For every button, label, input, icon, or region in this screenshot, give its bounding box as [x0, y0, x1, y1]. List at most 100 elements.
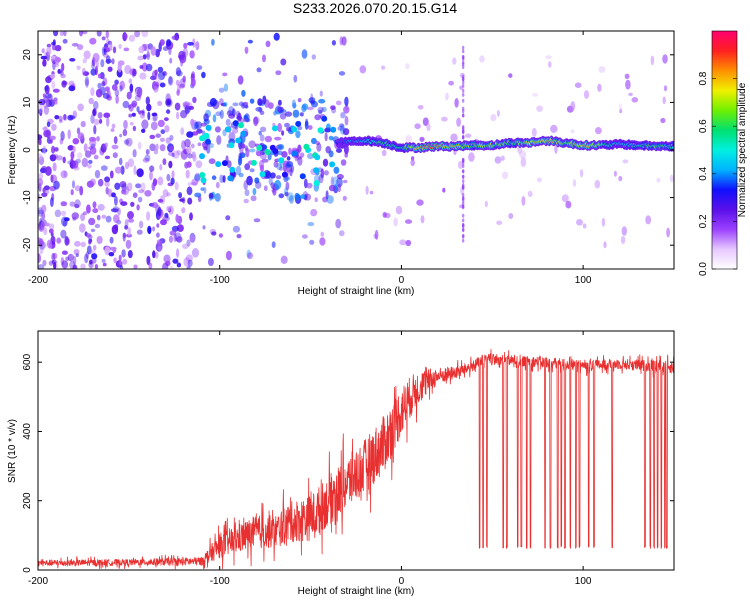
spectrogram-noise-blob	[519, 150, 527, 159]
spectrogram-noise-blob	[236, 234, 242, 239]
spectrogram-noise-blob	[186, 131, 194, 138]
spectrogram-noise-blob	[106, 116, 110, 127]
spectrogram-noise-blob	[43, 242, 47, 248]
spectrogram-noise-blob	[128, 218, 134, 223]
spectrogram-noise-blob	[50, 197, 54, 208]
spectrogram-noise-blob	[154, 69, 158, 76]
spectrogram-noise-blob	[102, 92, 110, 99]
spectrogram-noise-blob	[77, 103, 84, 112]
colorbar-tick-label: 0.2	[698, 214, 709, 228]
spectrogram-noise-blob	[141, 119, 149, 130]
spectrogram-noise-blob	[343, 105, 350, 114]
spectrogram-noise-blob	[111, 58, 115, 65]
spectrogram-noise-blob	[187, 259, 193, 267]
colorbar-ticks: 0.0 0.2 0.4 0.6 0.8	[698, 71, 737, 276]
spectrogram-noise-blob	[171, 153, 175, 158]
spectrogram-streak	[462, 179, 465, 184]
spectrogram-noise-blob	[225, 250, 232, 261]
spectrogram-streak	[462, 45, 465, 50]
spectrogram-noise-blob	[72, 145, 76, 153]
spectrogram-noise-blob	[274, 136, 282, 141]
spectrogram-noise-blob	[110, 208, 119, 213]
spectrogram-noise-blob	[494, 156, 502, 164]
spectrogram-noise-blob	[52, 162, 57, 172]
spectrogram-noise-blob	[335, 100, 342, 106]
spectrogram-noise-blob	[53, 31, 59, 37]
spectrogram-noise-blob	[628, 92, 633, 97]
spectrogram-noise-blob	[38, 264, 45, 269]
spectrogram-noise-blob	[94, 169, 101, 179]
spectrogram-noise-blob	[38, 172, 43, 181]
spectrogram-noise-blob	[239, 152, 246, 159]
spectrogram-noise-blob	[331, 40, 336, 46]
spectrogram-noise-blob	[168, 205, 174, 215]
spectrogram-noise-blob	[92, 109, 96, 116]
spectrogram-noise-blob	[174, 181, 179, 191]
colorbar-label: Normalized spectral amplitude	[737, 82, 748, 217]
spectrogram-noise-blob	[97, 112, 103, 119]
spectrogram-noise-blob	[114, 195, 118, 206]
spectrogram-noise-blob	[133, 165, 137, 176]
spectrogram-noise-blob	[273, 110, 278, 116]
spectrogram-noise-blob	[337, 183, 341, 193]
spectrogram-noise-blob	[108, 252, 115, 257]
spectrogram-noise-blob	[124, 161, 130, 170]
spectrogram-noise-blob	[314, 114, 322, 121]
spectrogram-noise-blob	[38, 109, 43, 114]
spectrogram-noise-blob	[532, 93, 539, 97]
spectrogram-noise-blob	[145, 149, 150, 155]
spectrogram-noise-blob	[232, 102, 239, 107]
spectrogram-noise-blob	[176, 89, 180, 96]
spectrogram-noise-blob	[598, 66, 606, 73]
spectrogram-noise-blob	[182, 75, 186, 83]
spectrogram-noise-blob	[119, 85, 123, 92]
spectrogram-noise-blob	[84, 253, 89, 264]
spectrogram-noise-blob	[310, 93, 314, 103]
spectrogram-spot	[329, 161, 336, 168]
spectrogram-noise-blob	[139, 65, 144, 69]
spectrogram-noise-blob	[174, 102, 181, 111]
spectrogram-noise-blob	[536, 105, 543, 112]
spectrogram-noise-blob	[416, 199, 424, 206]
spectrogram-noise-blob	[77, 44, 84, 51]
spectrogram-noise-blob	[132, 125, 137, 132]
spectrogram-noise-blob	[479, 55, 485, 63]
spectrogram-noise-blob	[79, 185, 84, 196]
spectrogram-noise-blob	[238, 101, 245, 107]
spectrogram-noise-blob	[127, 226, 131, 237]
spectrogram-noise-blob	[131, 100, 138, 107]
spectrogram-streak	[462, 218, 465, 223]
spectrogram-spot	[205, 124, 212, 131]
spectrogram-noise-blob	[579, 169, 584, 178]
spectrogram-noise-blob	[191, 71, 196, 80]
spectrogram-noise-blob	[102, 262, 107, 267]
spectrogram-noise-blob	[225, 118, 231, 126]
spectrogram-streak	[462, 228, 465, 233]
spectrogram-noise-blob	[185, 254, 193, 262]
spectrogram-noise-blob	[340, 159, 347, 166]
spectrogram-noise-blob	[319, 90, 323, 97]
spectrogram-noise-blob	[69, 260, 76, 269]
spectrogram-noise-blob	[157, 100, 163, 106]
spectrogram-streak	[462, 109, 465, 114]
spectrogram-noise-blob	[178, 192, 183, 199]
spectrogram-noise-blob	[54, 147, 59, 152]
spectrogram-noise-blob	[96, 214, 101, 221]
spectrogram-noise-blob	[185, 105, 191, 114]
spectrogram-noise-blob	[58, 115, 63, 122]
snr-ytick-label: 200	[22, 492, 33, 509]
spectrogram-noise-blob	[326, 195, 334, 204]
spectrogram-noise-blob	[292, 102, 297, 109]
spectrogram-noise-blob	[87, 164, 92, 169]
spectrogram-ytick-label: 20	[22, 49, 33, 61]
spectrogram-noise-blob	[501, 171, 509, 180]
spectrogram-noise-blob	[285, 163, 292, 168]
spectrogram-noise-blob	[404, 219, 413, 224]
spectrogram-spot	[221, 160, 228, 167]
spectrogram-noise-blob	[171, 225, 179, 232]
spectrogram-noise-blob	[72, 160, 79, 169]
spectrogram-noise-blob	[271, 188, 276, 193]
figure-title: S233.2026.070.20.15.G14	[293, 0, 457, 16]
spectrogram-noise-blob	[265, 170, 272, 179]
spectrogram-noise-blob	[138, 46, 145, 54]
